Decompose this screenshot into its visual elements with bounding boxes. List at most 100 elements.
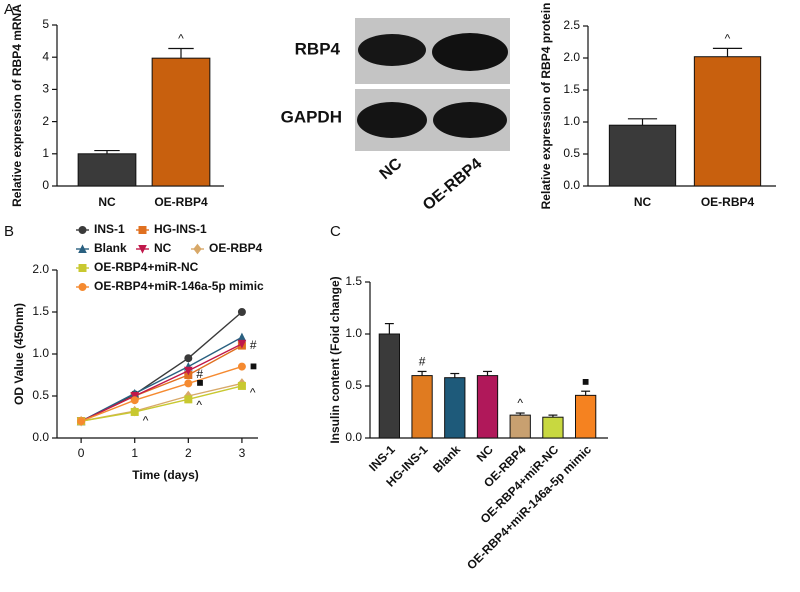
y-tick-label: 0.5 (345, 378, 362, 392)
x-tick-label: NC (98, 195, 116, 209)
y-tick-label: 1.0 (32, 346, 49, 360)
x-tick-label: OE-RBP4 (154, 195, 208, 209)
western-blot: RBP4 GAPDH NC OE-RBP4 (281, 18, 510, 214)
legend-label: OE-RBP4+miR-NC (94, 260, 199, 274)
panel-letter: B (4, 223, 14, 240)
y-tick-label: 1.0 (345, 326, 362, 340)
y-tick-label: 0.0 (563, 178, 580, 192)
data-point (184, 354, 193, 363)
y-tick-label: 3 (42, 82, 49, 96)
x-tick-label: 3 (239, 446, 246, 460)
data-point (237, 339, 247, 349)
y-tick-label: 0.0 (32, 430, 49, 444)
bar (77, 153, 137, 187)
x-tick-label: 2 (185, 446, 192, 460)
bar (608, 124, 677, 187)
legend-label: OE-RBP4+miR-146a-5p mimic (94, 279, 264, 293)
legend-marker (78, 264, 87, 272)
data-point (237, 308, 246, 316)
blot-row-label: GAPDH (281, 107, 342, 126)
annotation: # (250, 338, 257, 352)
y-axis-title: Insulin content (Foid change) (328, 276, 342, 443)
y-tick-label: 1.5 (32, 304, 49, 318)
blot-band (358, 34, 426, 66)
x-tick-label: NC (474, 442, 496, 464)
data-point (130, 396, 139, 405)
bar (411, 375, 433, 439)
blot-lane-label: NC (377, 155, 406, 183)
y-tick-label: 5 (42, 17, 49, 31)
data-point (237, 362, 246, 371)
legend-label: Blank (94, 241, 127, 255)
data-point (130, 407, 139, 416)
blot-band (433, 102, 507, 138)
panel-letter: A (4, 1, 14, 18)
annotation: ■ (250, 359, 257, 373)
y-tick-label: 1.5 (563, 82, 580, 96)
data-point (130, 392, 140, 401)
blot-lane-label: OE-RBP4 (420, 155, 486, 214)
bar (693, 56, 762, 187)
legend-marker (193, 243, 202, 255)
bar (509, 414, 531, 439)
y-tick-label: 1.0 (563, 114, 580, 128)
x-tick-label: Blank (430, 442, 463, 475)
data-point (184, 366, 193, 376)
data-point (184, 395, 193, 404)
y-tick-label: 0.5 (32, 388, 49, 402)
x-tick-label: NC (634, 195, 652, 209)
y-tick-label: 2.5 (563, 18, 580, 32)
bar (575, 394, 597, 439)
bar (151, 57, 211, 187)
y-axis-title: Relative expression of RBP4 protein (539, 3, 553, 210)
y-tick-label: 0.0 (345, 430, 362, 444)
y-tick-label: 1.5 (345, 274, 362, 288)
y-axis-title: OD Value (450nm) (12, 303, 26, 405)
series-line (80, 343, 243, 422)
x-tick-label: 0 (78, 446, 85, 460)
legend-marker (78, 226, 87, 234)
blot-band (357, 102, 427, 138)
y-axis-title: Relative expression of RBP4 mRNA (10, 4, 24, 207)
series-line (80, 336, 243, 422)
legend-label: NC (154, 241, 172, 255)
panel-letter: C (330, 223, 341, 240)
legend-label: INS-1 (94, 222, 125, 236)
bar (444, 377, 466, 439)
series-line (80, 365, 243, 422)
data-point (184, 379, 193, 388)
series-line (81, 385, 243, 422)
data-point (237, 332, 247, 342)
legend-label: OE-RBP4 (209, 241, 263, 255)
annotation: ^ (196, 398, 202, 412)
annotation: ^ (178, 32, 184, 46)
y-tick-label: 2.0 (563, 50, 580, 64)
x-axis-title: Time (days) (132, 468, 198, 482)
y-tick-label: 2 (42, 114, 49, 128)
y-tick-label: 4 (42, 49, 49, 63)
annotation: ■ (582, 374, 589, 388)
annotation: ^ (725, 32, 731, 46)
bar (542, 416, 564, 439)
annotation: # (196, 367, 203, 381)
annotation: ^ (250, 386, 256, 400)
data-point (237, 381, 246, 390)
bar (476, 375, 499, 439)
series-line (80, 311, 243, 422)
legend-marker (138, 245, 147, 254)
y-tick-label: 1 (42, 146, 49, 160)
annotation: ■ (196, 376, 203, 390)
annotation: # (419, 355, 426, 369)
y-tick-label: 2.0 (32, 262, 49, 276)
bar (378, 333, 400, 439)
x-tick-label: OE-RBP4 (701, 195, 755, 209)
legend-label: HG-INS-1 (154, 222, 207, 236)
y-tick-label: 0.5 (563, 146, 580, 160)
legend-marker (138, 226, 147, 234)
annotation: ^ (517, 396, 523, 410)
legend-marker (78, 244, 87, 253)
y-tick-label: 0 (42, 178, 49, 192)
annotation: ^ (143, 413, 149, 427)
series-line (80, 382, 243, 422)
